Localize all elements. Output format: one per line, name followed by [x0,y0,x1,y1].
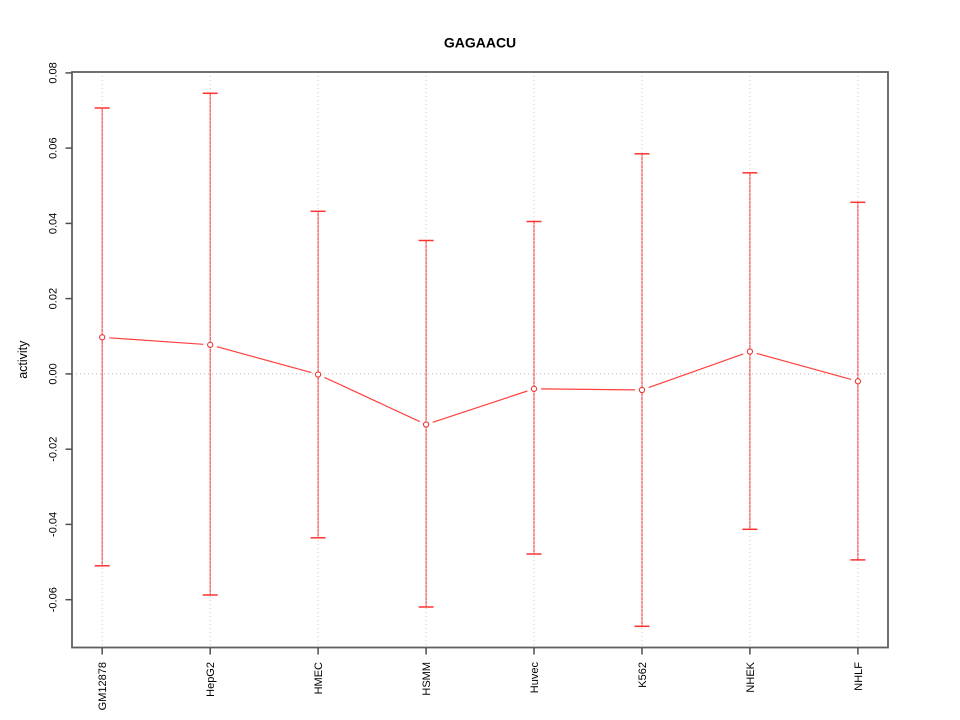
svg-text:NHLF: NHLF [853,662,865,691]
svg-text:HSMM: HSMM [421,662,433,696]
svg-text:-0.02: -0.02 [48,437,60,462]
svg-text:-0.04: -0.04 [48,512,60,537]
svg-text:activity: activity [16,340,30,379]
svg-text:0.02: 0.02 [48,288,60,309]
svg-text:0.00: 0.00 [48,363,60,384]
svg-text:Huvec: Huvec [529,662,541,694]
svg-text:HMEC: HMEC [313,662,325,694]
svg-text:0.04: 0.04 [48,213,60,234]
svg-text:-0.06: -0.06 [48,587,60,612]
svg-text:GAGAACU: GAGAACU [444,35,516,51]
svg-text:K562: K562 [637,662,649,688]
svg-text:NHEK: NHEK [745,661,757,692]
svg-text:0.08: 0.08 [48,62,60,83]
svg-text:GM12878: GM12878 [97,662,109,710]
svg-text:HepG2: HepG2 [205,662,217,697]
svg-text:0.06: 0.06 [48,137,60,158]
